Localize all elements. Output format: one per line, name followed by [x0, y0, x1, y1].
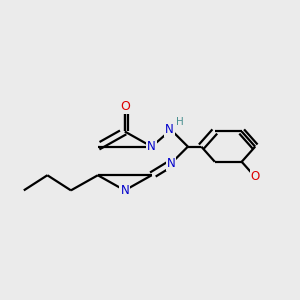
- Text: H: H: [176, 117, 183, 127]
- Text: O: O: [250, 170, 260, 183]
- Text: N: N: [147, 140, 156, 153]
- Text: O: O: [120, 100, 130, 113]
- Text: N: N: [165, 123, 174, 136]
- Text: N: N: [120, 184, 129, 197]
- Text: N: N: [167, 157, 176, 170]
